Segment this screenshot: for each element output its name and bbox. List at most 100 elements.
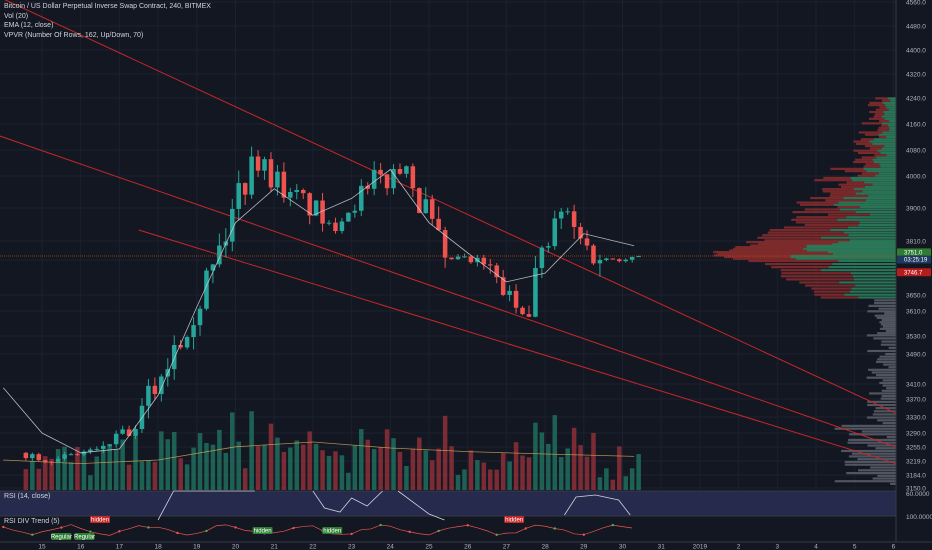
volume-profile-bar-down	[733, 257, 796, 260]
volume-profile-bar-up	[877, 149, 896, 152]
volume-bar	[165, 439, 171, 490]
volume-profile-bar-down	[857, 458, 896, 461]
legend-ema[interactable]: EMA (12, close)	[4, 22, 54, 29]
candle-body	[423, 199, 429, 214]
volume-profile-bar-down	[786, 278, 854, 281]
volume-profile-bar-down	[881, 394, 896, 398]
price-tick-label: 3650.0	[906, 293, 926, 300]
volume-profile-bar-down	[878, 307, 896, 310]
ema-line	[2, 168, 635, 454]
rsi-div-label[interactable]: RSI DIV Trend (5)	[4, 518, 60, 525]
volume-profile-bar-down	[834, 480, 896, 483]
volume-profile-bar-down	[853, 140, 870, 143]
volume-bar	[236, 441, 241, 490]
volume-profile-bar-down	[724, 255, 791, 259]
volume-profile-bar-up	[828, 266, 896, 269]
volume-profile-bar-down	[873, 337, 896, 340]
rsi-label[interactable]: RSI (14, close)	[4, 493, 51, 500]
volume-profile-bar-down	[881, 124, 889, 127]
legend-vol[interactable]: Vol (20)	[4, 12, 29, 20]
volume-profile-bar-down	[872, 413, 896, 416]
volume-profile-bar-up	[820, 236, 896, 239]
volume-bar	[339, 455, 345, 490]
volume-profile-bar-up	[884, 117, 896, 120]
volume-profile-bar-down	[874, 113, 885, 116]
price-tick-label: 4160.0	[906, 122, 926, 129]
volume-profile-bar-down	[861, 430, 896, 433]
volume-bar	[255, 446, 261, 490]
candle-body	[294, 189, 300, 192]
volume-profile-bar-up	[827, 251, 896, 254]
volume-profile-bar-up	[884, 113, 896, 116]
volume-profile-bar-down	[888, 346, 896, 349]
volume-profile-bar-down	[881, 318, 896, 322]
rsi-div-dot	[582, 533, 585, 536]
volume-profile-bar-down	[875, 360, 896, 364]
candle-body	[371, 169, 377, 189]
volume-profile-bar-up	[849, 239, 896, 242]
price-tick-label: 4480.0	[906, 24, 926, 31]
volume-profile-bar-up	[884, 104, 896, 107]
candle-body	[410, 166, 416, 189]
candle-body	[281, 171, 287, 198]
volume-profile-bar-down	[750, 244, 807, 247]
volume-profile-bar-down	[830, 167, 864, 170]
volume-profile-bar-down	[729, 249, 807, 252]
price-badge-marker-b-text: 03:25:19	[904, 258, 928, 264]
rsi-div-tag-bg	[51, 533, 72, 540]
volume-bar	[242, 468, 248, 490]
rsi-div-dot	[379, 523, 382, 527]
volume-profile-bar-down	[820, 296, 859, 299]
trendline	[138, 229, 913, 470]
volume-bars	[23, 411, 641, 490]
time-tick-label: 16	[77, 544, 85, 550]
volume-profile-bar-up	[844, 293, 896, 296]
volume-profile-bar-down	[876, 373, 896, 377]
volume-profile-bar-down	[840, 185, 865, 188]
volume-bar	[249, 411, 254, 490]
volume-bar	[629, 468, 635, 490]
volume-profile-bar-up	[858, 296, 896, 299]
volume-profile-bar-down	[813, 290, 850, 293]
candle-body	[449, 257, 454, 260]
volume-bar	[23, 469, 29, 490]
volume-profile-bar-down	[823, 176, 851, 180]
volume-bar	[62, 446, 67, 490]
time-tick-label: 24	[387, 544, 395, 550]
volume-profile-bar-up	[887, 97, 896, 100]
volume-profile-bar-down	[825, 199, 867, 202]
volume-profile-bar-up	[882, 131, 896, 134]
volume-profile-bar-up	[851, 179, 896, 182]
volume-profile-bar-down	[880, 323, 896, 326]
volume-profile-bar-down	[733, 247, 803, 250]
rsi-series	[157, 490, 255, 521]
volume-profile-bar-down	[861, 156, 877, 159]
volume-profile-bar-down	[805, 284, 856, 287]
rsi-div-dot	[234, 526, 237, 529]
volume-bar	[494, 469, 499, 490]
candle-body	[300, 189, 306, 194]
volume-profile-bar-up	[849, 290, 896, 293]
volume-bar	[55, 448, 61, 490]
legend-vpvr[interactable]: VPVR (Number Of Rows, 162, Up/Down, 70)	[4, 31, 144, 39]
volume-profile-bar-down	[757, 236, 821, 239]
price-tick-label: 3490.0	[906, 352, 926, 359]
volume-profile-bar-up	[869, 213, 896, 216]
candle-body	[404, 166, 409, 174]
volume-profile-bar-down	[781, 272, 851, 275]
volume-profile-bar-up	[806, 249, 896, 252]
volume-profile-bar-down	[765, 262, 833, 266]
rsi-div-tag-text: Regular	[74, 535, 95, 541]
candle-body	[481, 257, 487, 265]
legend-title[interactable]: Bitcoin / US Dollar Perpetual Inverse Sw…	[4, 3, 211, 10]
rsi-series	[397, 490, 445, 521]
volume-bar	[384, 429, 390, 490]
volume-profile-bar-down	[792, 211, 856, 214]
volume-bar	[539, 432, 545, 490]
volume-profile-bar-down	[791, 218, 838, 221]
volume-profile-bar-down	[866, 376, 896, 379]
candle-body	[552, 218, 558, 247]
volume-profile-bar-down	[717, 252, 833, 255]
volume-profile-bar-up	[862, 190, 896, 193]
